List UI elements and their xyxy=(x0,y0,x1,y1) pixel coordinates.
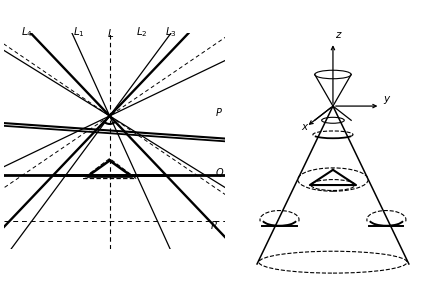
Text: $z$: $z$ xyxy=(336,30,343,40)
Text: $L_4$: $L_4$ xyxy=(21,25,33,39)
Text: $R$: $R$ xyxy=(210,219,218,231)
Text: $x$: $x$ xyxy=(301,122,310,132)
Text: $L_2$: $L_2$ xyxy=(136,25,148,39)
Text: $L_1$: $L_1$ xyxy=(73,25,85,39)
Text: $Q$: $Q$ xyxy=(215,166,224,179)
Text: $P$: $P$ xyxy=(215,106,223,118)
Text: $y$: $y$ xyxy=(383,94,391,106)
Text: $L_3$: $L_3$ xyxy=(165,25,177,39)
Text: $L$: $L$ xyxy=(107,27,114,39)
